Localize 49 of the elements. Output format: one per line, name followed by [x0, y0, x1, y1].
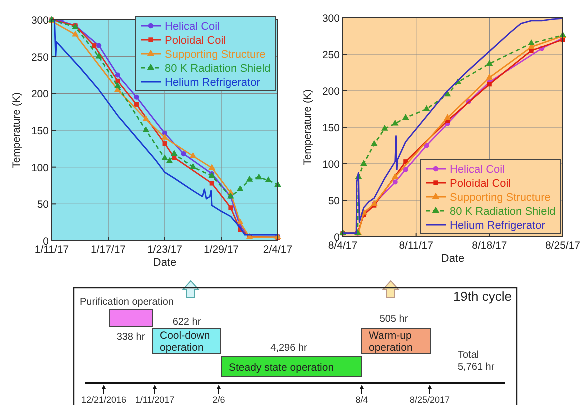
text: 338 hr	[116, 332, 146, 343]
y-tick-label: 250	[322, 50, 340, 62]
legend-label: Helium Refrigerator	[165, 77, 261, 89]
category-label: Steady state operation	[229, 362, 334, 374]
category-label: Warm-up operation	[369, 330, 413, 354]
legend-label: 80 K Radiation Shield	[165, 63, 271, 75]
y-tick-label: 150	[322, 122, 340, 134]
legend-label: Helical Coil	[165, 21, 220, 33]
x-axis-title: Date	[441, 253, 465, 265]
legend-label: Poloidal Coil	[165, 35, 226, 47]
legend-label: Poloidal Coil	[450, 178, 512, 190]
y-tick-label: 200	[31, 88, 50, 101]
y-tick-label: 300	[31, 15, 50, 27]
text: 622 hr	[172, 317, 202, 328]
legend-label: Supporting Structure	[165, 49, 266, 61]
text: 19th cycle	[453, 289, 512, 304]
x-tick-label: 8/11/17	[399, 240, 434, 252]
legend-label: Supporting Structure	[450, 192, 551, 204]
category-label: Cool-down operation	[160, 330, 210, 354]
text: 8/4	[356, 395, 368, 405]
y-tick-label: 100	[31, 162, 50, 174]
x-tick-label: 8/25/17	[545, 240, 581, 252]
x-tick-label: 1/23/17	[147, 244, 183, 256]
text: 2/6	[212, 395, 226, 405]
text: 12/21/2016	[81, 395, 127, 405]
text: 4,296 hr	[270, 343, 308, 354]
x-tick-label: 1/17/17	[90, 244, 126, 256]
legend-label: 80 K Radiation Shield	[450, 206, 556, 218]
legend-label: Helium Refrigerator	[450, 220, 546, 232]
legend-label: Helical Coil	[450, 164, 506, 176]
text: 505 hr	[380, 314, 409, 325]
y-tick-label: 300	[322, 13, 340, 25]
category-label: Purification operation	[80, 297, 174, 308]
text: 1/11/2017	[135, 395, 175, 405]
y-axis-title: Temperature (K)	[302, 90, 314, 166]
x-axis-title: Date	[153, 257, 177, 269]
y-tick-label: 50	[328, 196, 340, 208]
y-tick-label: 50	[37, 199, 50, 212]
x-tick-label: 8/4/17	[328, 240, 358, 252]
x-tick-label: 1/29/17	[204, 244, 240, 256]
x-tick-label: 8/18/17	[472, 240, 508, 252]
y-axis-title: Temperature (K)	[11, 92, 23, 168]
y-tick-label: 100	[322, 159, 340, 171]
y-tick-label: 200	[322, 86, 340, 98]
y-tick-label: 250	[31, 52, 50, 64]
y-tick-label: 150	[31, 126, 50, 138]
text: Total 5,761 hr	[458, 350, 496, 373]
text: 8/25/2017	[410, 395, 450, 405]
x-tick-label: 2/4/17	[263, 244, 293, 256]
